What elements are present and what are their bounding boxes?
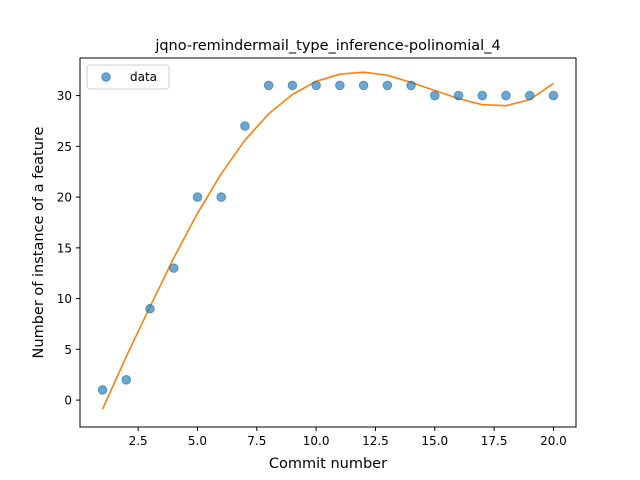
data-point [501, 90, 511, 101]
y-axis-ticks: 0 5 10 15 20 25 30 [57, 89, 80, 408]
data-point [524, 90, 535, 101]
y-tick-label: 25 [57, 140, 72, 154]
data-point [192, 192, 203, 202]
plot-area [79, 57, 577, 428]
data-point [548, 90, 559, 101]
x-tick-label: 15.0 [421, 434, 448, 448]
y-tick-label: 30 [57, 89, 72, 103]
x-tick-label: 5.0 [188, 434, 207, 448]
x-axis-ticks: 2.5 5.0 7.5 10.0 12.5 15.0 17.5 20.0 [129, 427, 567, 448]
fit-line [101, 71, 554, 410]
x-tick-label: 7.5 [247, 434, 266, 448]
data-point [311, 80, 321, 91]
legend-marker-data [101, 72, 111, 82]
data-point [287, 80, 298, 91]
x-axis-label: Commit number [269, 456, 387, 472]
chart-title: jqno-remindermail_type_inference-polinom… [154, 38, 500, 54]
data-point [477, 90, 488, 101]
x-tick-label: 2.5 [129, 434, 148, 448]
data-point [335, 80, 345, 91]
data-points-layer [97, 80, 559, 395]
legend-label-data: data [130, 70, 157, 84]
x-tick-label: 10.0 [303, 434, 330, 448]
data-point [358, 80, 369, 91]
x-tick-label: 12.5 [362, 434, 389, 448]
data-point [145, 303, 155, 314]
data-point [406, 80, 416, 91]
data-point [121, 374, 132, 385]
legend: data [86, 64, 170, 90]
data-point [168, 263, 179, 273]
fit-line-layer [101, 71, 554, 410]
x-tick-label: 17.5 [481, 434, 508, 448]
data-point [240, 121, 250, 131]
y-tick-label: 15 [57, 241, 72, 255]
y-tick-label: 20 [57, 191, 72, 205]
data-point [429, 90, 440, 101]
data-point [453, 90, 464, 101]
y-tick-label: 0 [64, 394, 72, 408]
data-point [97, 385, 108, 395]
x-tick-label: 20.0 [540, 434, 567, 448]
y-tick-label: 5 [64, 343, 72, 357]
data-point [382, 80, 393, 91]
y-tick-label: 10 [57, 292, 72, 306]
data-point [216, 192, 227, 202]
legend-box [86, 64, 170, 90]
y-axis-label: Number of instance of a feature [31, 126, 47, 358]
data-point [263, 80, 274, 91]
